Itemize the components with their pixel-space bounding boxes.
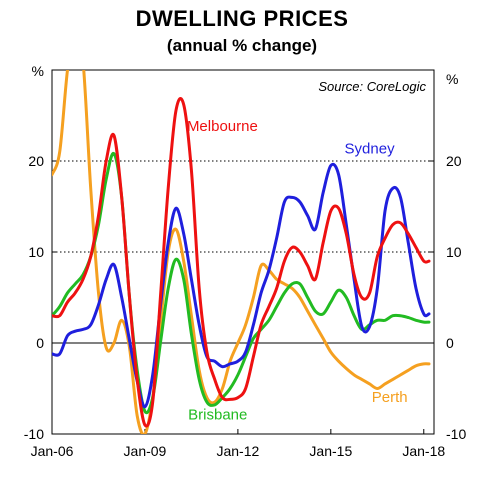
series-label-sydney: Sydney bbox=[345, 141, 396, 158]
x-tick-label: Jan-18 bbox=[402, 443, 445, 459]
y-tick-label-left: -10 bbox=[24, 426, 44, 442]
y-tick-label-right: 10 bbox=[446, 244, 462, 260]
y-axis-right: -10 0 10 20 bbox=[429, 153, 466, 442]
x-axis: Jan-06 Jan-09 Jan-12 Jan-15 Jan-18 bbox=[31, 429, 445, 459]
chart-subtitle: (annual % change) bbox=[166, 36, 318, 55]
y-unit-left: % bbox=[32, 63, 44, 79]
y-tick-label-left: 20 bbox=[28, 153, 44, 169]
series-line-brisbane bbox=[52, 151, 431, 415]
x-tick-label: Jan-15 bbox=[309, 443, 352, 459]
series-line-perth bbox=[52, 70, 431, 434]
y-tick-label-right: 20 bbox=[446, 153, 462, 169]
x-tick-label: Jan-09 bbox=[124, 443, 167, 459]
series-lines bbox=[52, 70, 431, 434]
y-tick-label-right: 0 bbox=[446, 335, 454, 351]
series-line-sydney bbox=[52, 162, 431, 409]
series-labels: Melbourne Sydney Brisbane Perth bbox=[187, 118, 408, 423]
series-label-brisbane: Brisbane bbox=[188, 406, 247, 423]
y-unit-right: % bbox=[446, 71, 458, 87]
y-tick-label-left: 0 bbox=[36, 335, 44, 351]
series-label-perth: Perth bbox=[372, 389, 408, 406]
x-tick-label: Jan-12 bbox=[216, 443, 259, 459]
x-tick-label: Jan-06 bbox=[31, 443, 74, 459]
source-note: Source: CoreLogic bbox=[318, 79, 426, 94]
y-tick-label-right: -10 bbox=[446, 426, 466, 442]
chart-title: DWELLING PRICES bbox=[135, 6, 349, 31]
y-tick-label-left: 10 bbox=[28, 244, 44, 260]
series-line-melbourne bbox=[52, 97, 431, 428]
series-label-melbourne: Melbourne bbox=[187, 118, 258, 135]
y-axis-left: -10 0 10 20 bbox=[24, 153, 57, 442]
gridlines bbox=[52, 160, 434, 344]
